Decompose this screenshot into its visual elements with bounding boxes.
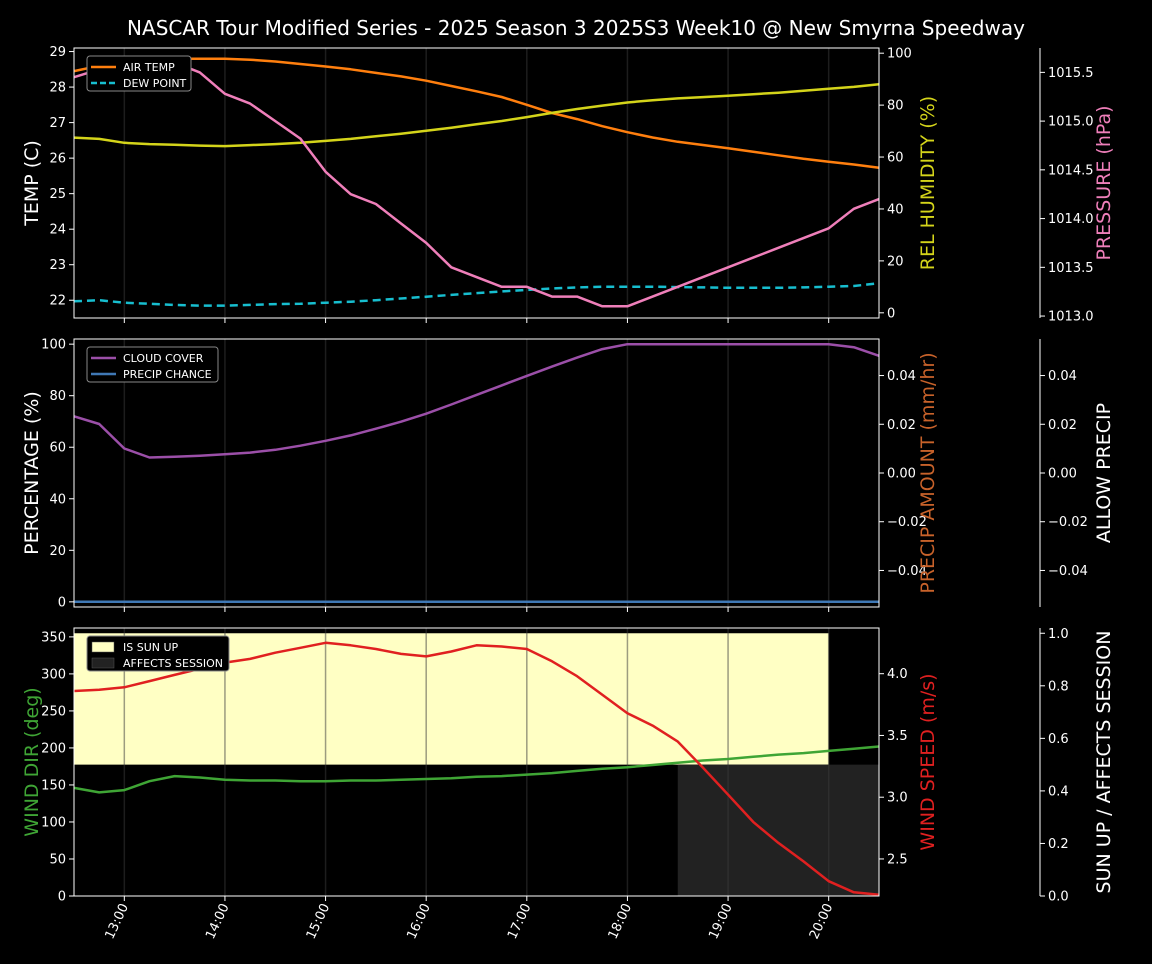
far-tick-label: 0.00: [1048, 467, 1077, 482]
y-tick-label: 0: [58, 890, 66, 905]
legend-swatch: [91, 641, 115, 653]
legend-box: [86, 346, 219, 383]
right-tick-label: 2.5: [887, 852, 908, 867]
far-axis-label: ALLOW PRECIP: [1093, 403, 1115, 543]
far-axis-label: SUN UP / AFFECTS SESSION: [1093, 631, 1115, 894]
far-tick-label: 1013.0: [1048, 310, 1094, 325]
y-tick-label: 27: [49, 116, 66, 131]
legend-label: DEW POINT: [123, 77, 187, 90]
y-tick-label: 350: [41, 630, 66, 645]
series-wind-dir-line: [73, 745, 880, 794]
right-tick-label: 4.0: [887, 667, 908, 682]
y-tick-label: 60: [49, 441, 66, 456]
legend-label: CLOUD COVER: [123, 352, 204, 365]
right-tick-label: 0.02: [887, 418, 916, 433]
y-tick-label: 25: [49, 187, 66, 202]
right-tick-label: 40: [887, 202, 904, 217]
legend-label: PRECIP CHANCE: [123, 368, 212, 381]
far-tick-label: 0.0: [1048, 890, 1069, 905]
far-tick-label: 0.04: [1048, 369, 1077, 384]
right-tick-label: 0: [887, 306, 895, 321]
far-tick-label: 1.0: [1048, 627, 1069, 642]
series-cloud-cover-line: [73, 342, 880, 459]
far-tick-label: −0.04: [1048, 564, 1088, 579]
legend-box: [86, 635, 230, 672]
y-tick-label: 40: [49, 492, 66, 507]
right-tick-label: 0.00: [887, 467, 916, 482]
right-tick-label: 60: [887, 151, 904, 166]
y-tick-label: 250: [41, 704, 66, 719]
series-dew-point-line: [73, 281, 880, 307]
series-rel-humidity-line: [73, 83, 880, 148]
far-tick-label: 0.2: [1048, 837, 1069, 852]
series-pressure-line: [73, 61, 880, 308]
right-axis-label: WIND SPEED (m/s): [917, 673, 939, 850]
right-axis-label: REL HUMIDITY (%): [917, 96, 939, 270]
legend-swatch: [91, 657, 115, 669]
y-tick-label: 22: [49, 294, 66, 309]
y-tick-label: 20: [49, 544, 66, 559]
y-tick-label: 0: [58, 595, 66, 610]
far-tick-label: 1014.0: [1048, 212, 1094, 227]
far-tick-label: 0.6: [1048, 732, 1069, 747]
legend-label: AIR TEMP: [123, 61, 175, 74]
right-tick-label: 100: [887, 47, 912, 62]
left-axis-label: PERCENTAGE (%): [21, 391, 43, 555]
y-tick-label: 150: [41, 778, 66, 793]
far-tick-label: −0.02: [1048, 515, 1088, 530]
y-tick-label: 26: [49, 152, 66, 167]
left-axis-label: WIND DIR (deg): [21, 687, 43, 836]
far-tick-label: 0.8: [1048, 679, 1069, 694]
far-tick-label: 1014.5: [1048, 163, 1094, 178]
y-tick-label: 100: [41, 815, 66, 830]
far-tick-label: 0.4: [1048, 784, 1069, 799]
y-tick-label: 100: [41, 338, 66, 353]
far-tick-label: 1015.0: [1048, 115, 1094, 130]
y-tick-label: 29: [49, 45, 66, 60]
y-tick-label: 28: [49, 81, 66, 96]
plot-frame: [73, 47, 880, 319]
right-tick-label: −0.04: [887, 564, 927, 579]
far-axis-label: PRESSURE (hPa): [1093, 105, 1115, 260]
right-tick-label: −0.02: [887, 515, 927, 530]
right-tick-label: 80: [887, 99, 904, 114]
y-tick-label: 200: [41, 741, 66, 756]
y-tick-label: 50: [49, 852, 66, 867]
series-air-temp-line: [73, 57, 880, 169]
left-axis-label: TEMP (C): [21, 140, 43, 227]
band-affects-session: [677, 764, 879, 896]
y-tick-label: 24: [49, 223, 66, 238]
y-tick-label: 23: [49, 258, 66, 273]
chart-title: NASCAR Tour Modified Series - 2025 Seaso…: [127, 16, 1025, 40]
right-tick-label: 0.04: [887, 369, 916, 384]
y-tick-label: 300: [41, 667, 66, 682]
right-tick-label: 3.0: [887, 791, 908, 806]
far-tick-label: 0.02: [1048, 418, 1077, 433]
legend-label: AFFECTS SESSION: [123, 657, 223, 670]
right-tick-label: 20: [887, 254, 904, 269]
far-tick-label: 1013.5: [1048, 261, 1094, 276]
plot-frame: [73, 627, 880, 897]
far-tick-label: 1015.5: [1048, 66, 1094, 81]
y-tick-label: 80: [49, 389, 66, 404]
legend-label: IS SUN UP: [123, 641, 179, 654]
right-axis-label: PRECIP AMOUNT (mm/hr): [917, 352, 939, 593]
right-tick-label: 3.5: [887, 729, 908, 744]
